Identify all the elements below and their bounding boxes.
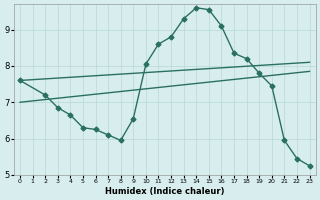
X-axis label: Humidex (Indice chaleur): Humidex (Indice chaleur) bbox=[105, 187, 225, 196]
